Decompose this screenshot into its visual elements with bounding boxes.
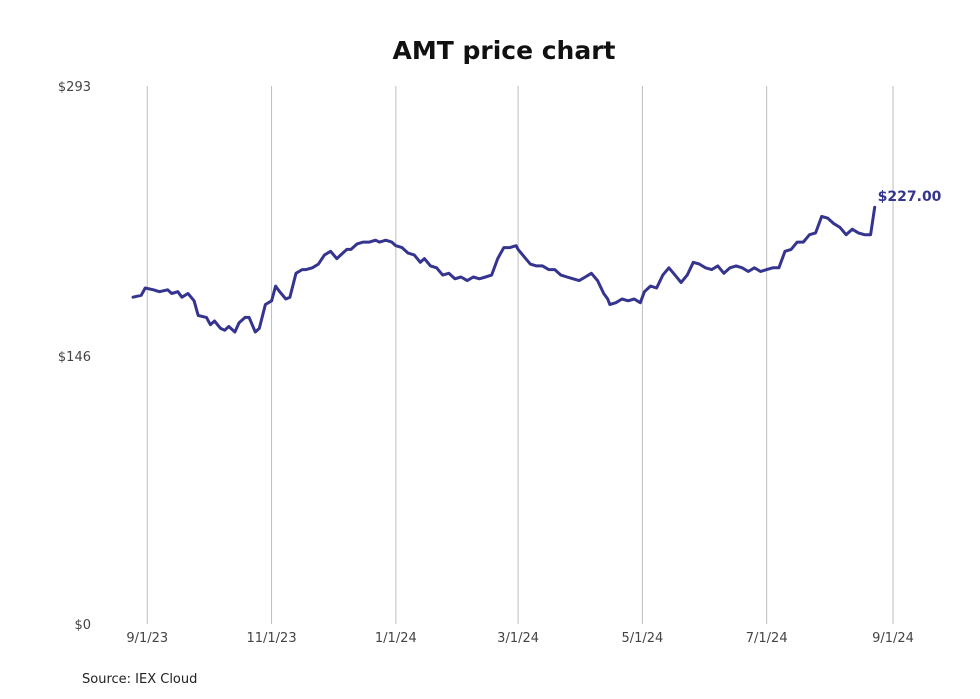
y-tick-label: $146 bbox=[58, 350, 91, 365]
y-axis-ticks: $0 $146 $293 bbox=[58, 80, 91, 633]
y-tick-label: $293 bbox=[58, 80, 91, 95]
x-tick-label: 3/1/24 bbox=[497, 631, 539, 646]
x-tick-label: 11/1/23 bbox=[246, 631, 296, 646]
source-caption: Source: IEX Cloud bbox=[82, 672, 197, 687]
x-tick-label: 1/1/24 bbox=[375, 631, 417, 646]
x-tick-label: 7/1/24 bbox=[746, 631, 788, 646]
grid-lines bbox=[146, 86, 894, 624]
x-tick-label: 5/1/24 bbox=[621, 631, 663, 646]
chart-title: AMT price chart bbox=[392, 36, 615, 65]
price-series-line bbox=[131, 205, 877, 334]
x-tick-label: 9/1/24 bbox=[872, 631, 914, 646]
x-tick-label: 9/1/23 bbox=[126, 631, 168, 646]
last-price-label: $227.00 bbox=[878, 189, 942, 205]
x-axis-ticks: 9/1/23 11/1/23 1/1/24 3/1/24 5/1/24 7/1/24 9/1… bbox=[126, 631, 914, 646]
y-tick-label: $0 bbox=[74, 618, 91, 633]
